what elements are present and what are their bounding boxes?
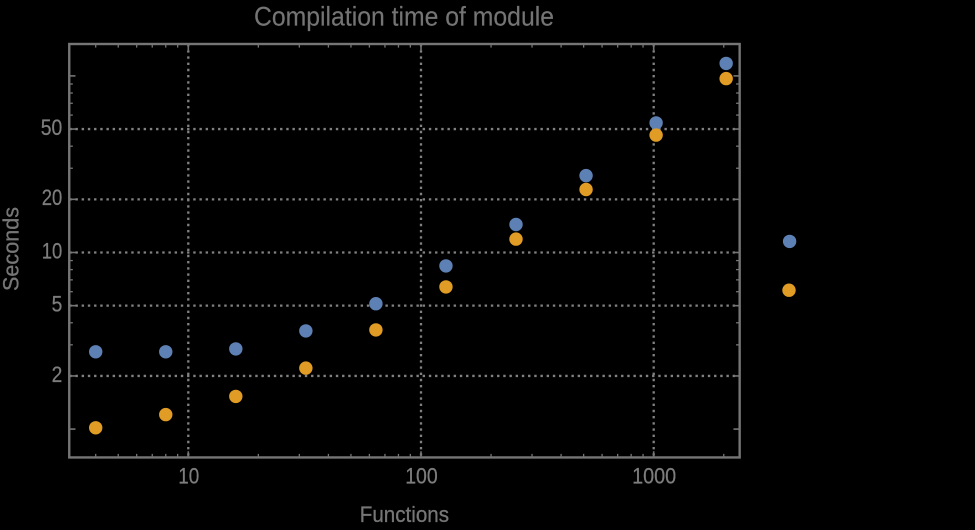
svg-text:5: 5 (52, 292, 63, 317)
svg-text:50: 50 (41, 115, 63, 140)
svg-text:10: 10 (42, 238, 63, 263)
svg-text:100: 100 (405, 463, 438, 488)
svg-text:Seconds: Seconds (0, 207, 24, 291)
svg-text:Functions: Functions (360, 502, 449, 525)
svg-text:Compilation time of module: Compilation time of module (254, 1, 554, 31)
svg-text:10: 10 (178, 463, 199, 488)
svg-text:20: 20 (42, 185, 63, 210)
svg-text:1000: 1000 (632, 463, 676, 488)
svg-text:2: 2 (52, 362, 63, 387)
